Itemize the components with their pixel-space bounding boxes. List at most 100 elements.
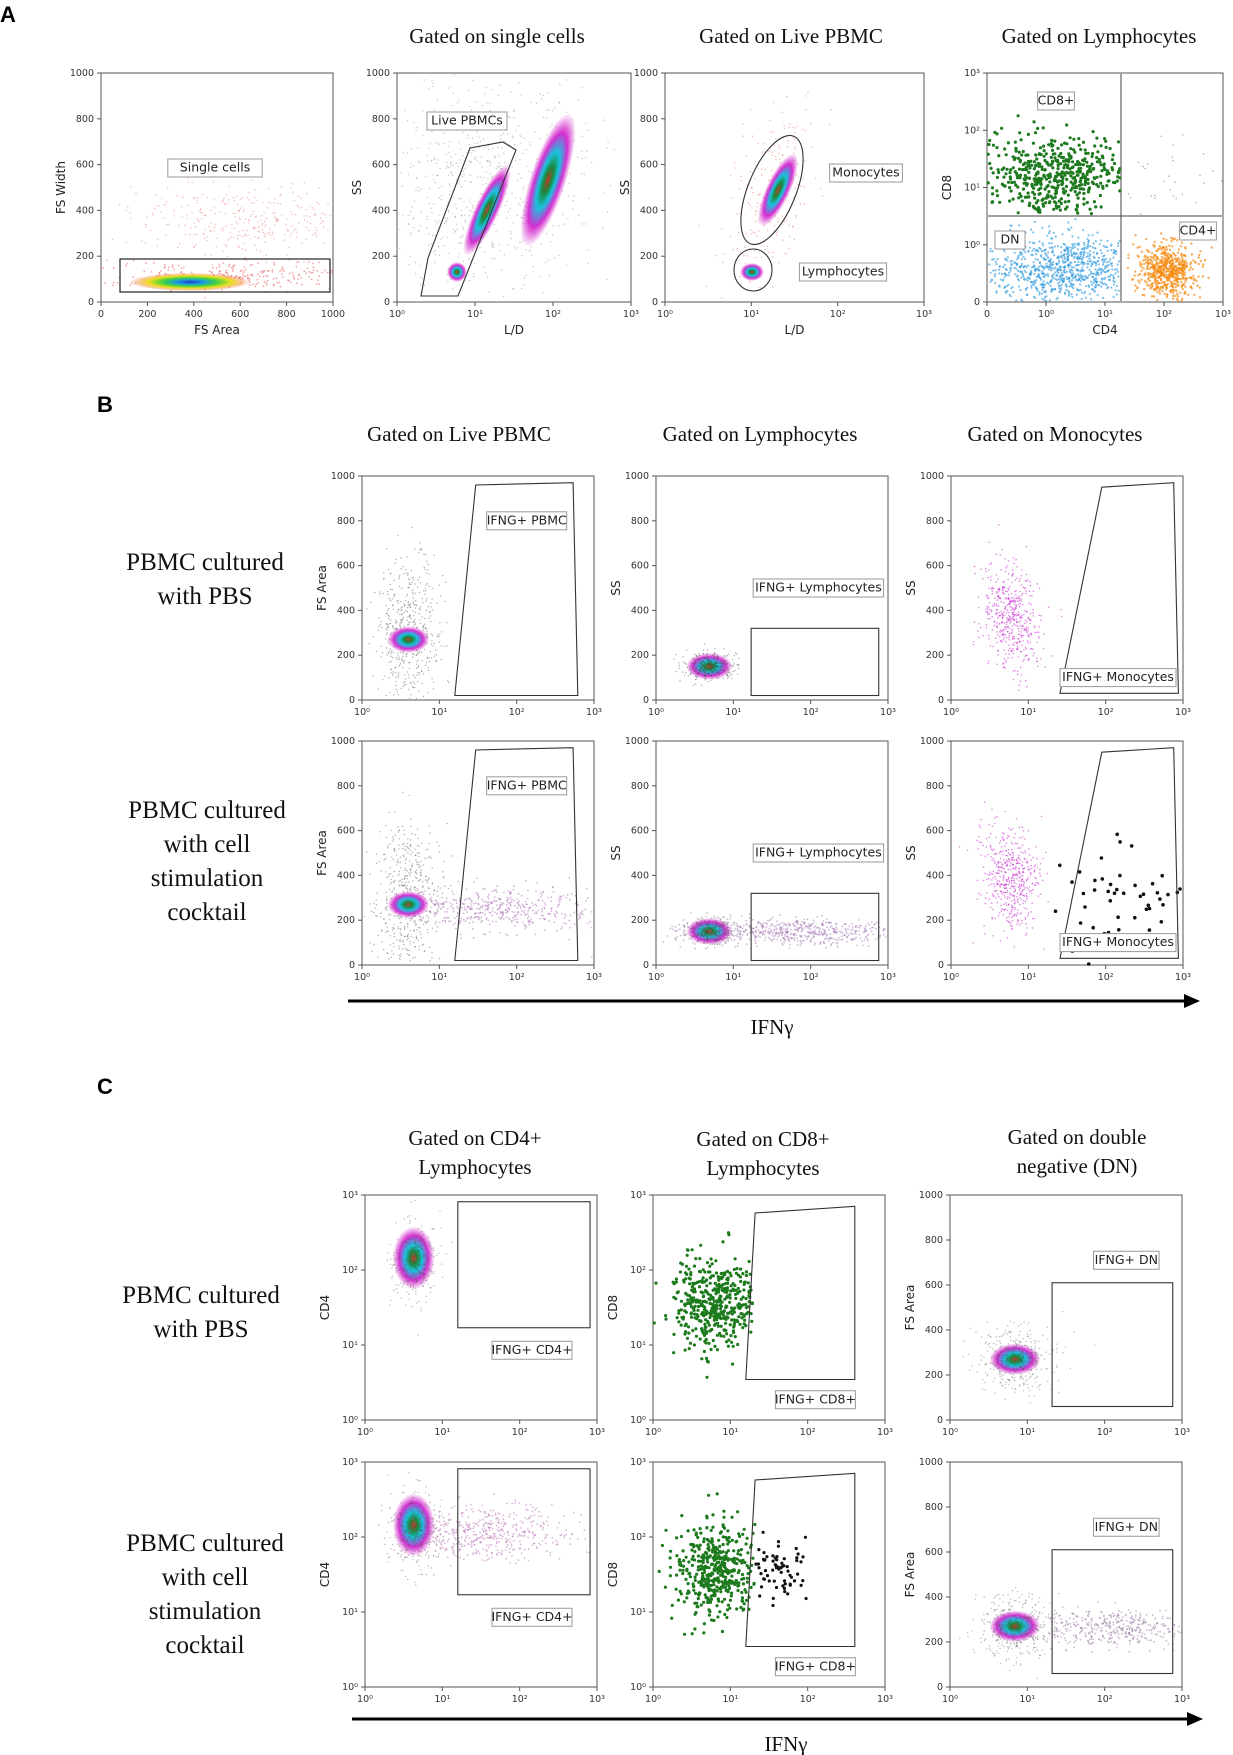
- plot-b-pbs-pbmc-ytick-label: 600: [337, 561, 355, 572]
- plot-b-stim-mono-ylabel: SS: [904, 845, 918, 860]
- plot-b-stim-pbmc-ytick-label: 800: [337, 781, 355, 792]
- plot-b-pbs-lymph-scatter: [673, 643, 740, 687]
- plot-b-pbs-pbmc-gate-label: IFNG+ PBMC: [487, 512, 567, 527]
- plot-b-stim-pbmc-xtick-label: 10³: [586, 972, 602, 983]
- plot-a4-ylabel: CD8: [940, 175, 954, 200]
- plot-a2-ytick-label: 400: [372, 205, 390, 216]
- plot-a1-density: [130, 273, 250, 291]
- plot-b-pbs-pbmc-ytick-label: 400: [337, 605, 355, 616]
- row-label-c-stim-line-2: with cell: [162, 1564, 249, 1591]
- plot-c-pbs-cd8-xtick-label: 10⁰: [645, 1427, 661, 1438]
- plot-c-stim-cd4-ytick-label: 10¹: [342, 1607, 358, 1618]
- plot-a1-ytick-label: 1000: [70, 68, 94, 79]
- plot-c-stim-cd4-xtick-label: 10¹: [434, 1694, 450, 1705]
- plot-b-stim-pbmc-gate: [454, 747, 579, 962]
- plot-c-stim-dn-ytick-label: 600: [925, 1547, 943, 1558]
- plot-b-stim-pbmc-gate-label-box: [486, 776, 568, 796]
- plot-b-stim-pbmc-gate-label: IFNG+ PBMC: [487, 777, 567, 792]
- plot-a4-gate-label-cd8: CD8+: [1038, 93, 1075, 108]
- plot-a4-ytick-label: 10¹: [964, 183, 980, 194]
- plot-b-pbs-pbmc-xtick-label: 10⁰: [354, 707, 370, 718]
- plot-a4-xtick-label: 0: [984, 309, 990, 320]
- plot-c-stim-cd8: 10⁰ 10¹ 10² 10³ 10⁰ 10¹ 10² 10³ CD8 IFNG+ CD8+: [606, 1457, 893, 1705]
- plot-a4-xtick-label: 10²: [1156, 309, 1172, 320]
- plot-c-stim-dn-density: [989, 1610, 1041, 1642]
- plot-b-stim-pbmc-ytick-label: 0: [349, 960, 355, 971]
- plot-b-stim-lymph-xtick-label: 10¹: [725, 972, 741, 983]
- plot-c-pbs-cd4-frame: [364, 1194, 598, 1421]
- plot-c-stim-dn-ytick-label: 800: [925, 1502, 943, 1513]
- plot-b-pbs-mono-frame: [950, 475, 1184, 701]
- plot-b-stim-mono-gate: [1059, 747, 1179, 959]
- plot-b-pbs-mono-gate-label-box: [1059, 668, 1177, 688]
- plot-c-stim-cd4-gate: [457, 1468, 591, 1596]
- panel-label-b: B: [97, 392, 113, 417]
- plot-b-pbs-lymph-xtick-label: 10²: [803, 707, 819, 718]
- plot-b-pbs-lymph-ytick-label: 200: [631, 650, 649, 661]
- plot-b-pbs-mono-xtick-label: 10³: [1175, 707, 1191, 718]
- plot-c-pbs-cd8-frame: [652, 1194, 886, 1421]
- plot-a2-xtick-label: 10¹: [467, 309, 483, 320]
- plot-c-stim-cd4-xtick-label: 10⁰: [357, 1694, 373, 1705]
- plot-c-pbs-dn-ytick-label: 200: [925, 1370, 943, 1381]
- plot-b-pbs-lymph-ytick-label: 800: [631, 516, 649, 527]
- plot-b-stim-mono-xtick-label: 10⁰: [943, 972, 959, 983]
- plot-c-pbs-cd8-gate-label-box: [774, 1390, 856, 1410]
- plot-a2-ytick-label: 0: [384, 297, 390, 308]
- plot-a4-xtick-label: 10¹: [1097, 309, 1113, 320]
- plot-b-pbs-mono-ytick-label: 600: [926, 561, 944, 572]
- plot-b-pbs-pbmc: 10⁰ 10¹ 10² 10³ 0 200 400 600 800 1000 FS Area IFNG…: [315, 471, 602, 718]
- plot-b-pbs-mono-xtick-label: 10¹: [1020, 707, 1036, 718]
- plot-c-pbs-cd8-ytick-label: 10⁰: [630, 1415, 646, 1426]
- plot-c-stim-dn-ytick-label: 400: [925, 1592, 943, 1603]
- plot-c-stim-cd8-xtick-label: 10³: [877, 1694, 893, 1705]
- plot-b-stim-pbmc-ytick-label: 600: [337, 826, 355, 837]
- ifng-axis-label-b: IFNγ: [750, 1015, 793, 1039]
- plot-c-stim-cd4-ifng-pos: [377, 1493, 591, 1576]
- plot-c-pbs-cd4-scatter: [386, 1199, 453, 1336]
- plot-c-stim-cd4-gate-label-box: [491, 1607, 573, 1627]
- header-c-line-1: Gated on CD4+: [408, 1126, 541, 1150]
- plot-a3-gate-label-lymph: Lymphocytes: [802, 264, 884, 279]
- plot-b-stim-mono-gate-label-box: [1059, 933, 1177, 953]
- plot-b-stim-pbmc-ytick-label: 400: [337, 870, 355, 881]
- plot-a1-ytick-label: 400: [76, 205, 94, 216]
- plot-b-pbs-mono-ytick-label: 0: [938, 695, 944, 706]
- plot-b-stim-lymph: 10⁰ 10¹ 10² 10³ 0 200 400 600 800 1000 SS IFNG+ Lym…: [609, 736, 896, 983]
- plot-a3-ytick-label: 800: [640, 114, 658, 125]
- plot-c-pbs-cd8-xtick-label: 10³: [877, 1427, 893, 1438]
- header-a-2: Gated on Live PBMC: [699, 24, 883, 48]
- plot-b-pbs-lymph-ytick-label: 600: [631, 561, 649, 572]
- plot-b-stim-lymph-ytick-label: 800: [631, 781, 649, 792]
- plot-a3-gate-lymphocytes: [733, 248, 773, 292]
- plot-c-pbs-cd8-ylabel: CD8: [606, 1295, 620, 1320]
- plot-b-stim-lymph-ytick-label: 600: [631, 826, 649, 837]
- plot-b-pbs-mono-xtick-label: 10²: [1098, 707, 1114, 718]
- plot-a1-ytick-label: 200: [76, 251, 94, 262]
- plot-c-pbs-dn-ytick-label: 0: [937, 1415, 943, 1426]
- plot-b-pbs-lymph-ytick-label: 0: [643, 695, 649, 706]
- plot-b-pbs-pbmc-density: [387, 626, 430, 653]
- plot-b-stim-mono-ytick-label: 1000: [920, 736, 944, 747]
- plot-a1-xtick-label: 400: [185, 309, 203, 320]
- plot-c-pbs-cd4-gate-label: IFNG+ CD4+: [491, 1342, 572, 1357]
- plot-b-stim-pbmc-ytick-label: 200: [337, 915, 355, 926]
- plot-a1-gate-single: [119, 258, 331, 293]
- plot-c-stim-cd8-xtick-label: 10⁰: [645, 1694, 661, 1705]
- plot-a3-lymph-cloud: [740, 263, 764, 281]
- plot-a4-gate-label-cd8-box: [1037, 91, 1075, 111]
- plot-b-pbs-lymph-gate-label-box: [752, 578, 885, 598]
- plot-b-stim-lymph-density: [686, 917, 733, 945]
- plot-c-pbs-cd8-ytick-label: 10²: [630, 1265, 646, 1276]
- plot-a3-xtick-label: 10¹: [743, 309, 759, 320]
- plot-b-pbs-pbmc-frame: [361, 475, 595, 701]
- plot-a1-ylabel: FS Width: [54, 161, 68, 214]
- plot-a2-dead-cells: [520, 113, 576, 247]
- plot-a1-xlabel: FS Area: [194, 323, 240, 337]
- plot-a4-gate-label-dn: DN: [1001, 232, 1020, 247]
- plot-b-pbs-pbmc-xtick-label: 10³: [586, 707, 602, 718]
- plot-b-pbs-lymph-xtick-label: 10⁰: [648, 707, 664, 718]
- plot-a2-xtick-label: 10⁰: [389, 309, 405, 320]
- plot-c-pbs-cd8-gate-label: IFNG+ CD8+: [775, 1391, 856, 1406]
- plot-a3-ytick-label: 0: [652, 297, 658, 308]
